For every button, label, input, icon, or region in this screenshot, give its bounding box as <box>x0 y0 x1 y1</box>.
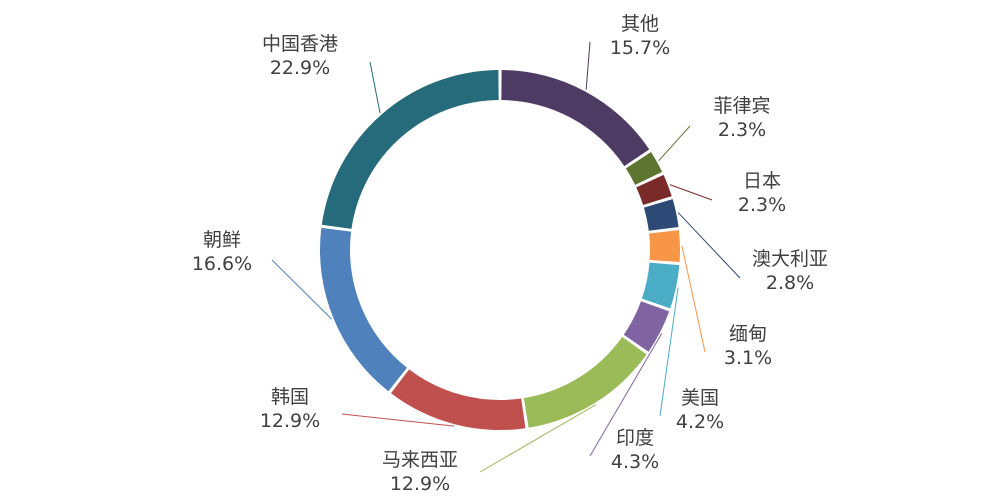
slice-label-name-6: 印度 <box>616 427 654 449</box>
slice-label-name-1: 菲律宾 <box>713 95 770 117</box>
slice-label-name-5: 美国 <box>681 387 719 409</box>
slice-label-value-1: 2.3% <box>718 119 766 141</box>
slice-label-name-0: 其他 <box>621 13 659 35</box>
slice-9 <box>320 227 408 392</box>
slice-label-value-7: 12.9% <box>390 473 450 495</box>
leader-line-7 <box>479 404 597 473</box>
slice-6 <box>623 301 670 352</box>
slice-label-value-0: 15.7% <box>610 37 670 59</box>
slice-label-name-9: 朝鲜 <box>203 229 241 251</box>
leader-line-8 <box>341 413 455 427</box>
slice-label-name-2: 日本 <box>743 170 781 192</box>
slice-label-value-8: 12.9% <box>260 410 320 432</box>
slice-7 <box>523 336 647 428</box>
slice-label-value-5: 4.2% <box>676 411 724 433</box>
leader-line-3 <box>677 212 741 279</box>
leader-line-9 <box>271 259 332 320</box>
leader-line-6 <box>589 332 663 457</box>
slice-3 <box>643 199 679 231</box>
leader-lines-group <box>271 41 741 473</box>
slice-label-value-3: 2.8% <box>766 272 814 294</box>
slice-0 <box>501 70 650 167</box>
slice-label-value-2: 2.3% <box>738 194 786 216</box>
slice-4 <box>649 230 680 262</box>
slice-2 <box>636 174 672 206</box>
leader-line-5 <box>659 287 679 417</box>
slice-5 <box>641 262 680 309</box>
leader-line-10 <box>369 61 381 114</box>
slice-label-name-4: 缅甸 <box>729 323 767 345</box>
slices-group <box>320 70 680 430</box>
slice-1 <box>625 152 663 185</box>
leader-line-2 <box>669 184 713 201</box>
leader-line-4 <box>681 245 706 353</box>
slice-label-name-3: 澳大利亚 <box>752 248 828 270</box>
leader-line-1 <box>658 125 691 162</box>
labels-group: 其他15.7%菲律宾2.3%日本2.3%澳大利亚2.8%缅甸3.1%美国4.2%… <box>192 13 828 495</box>
slice-label-value-6: 4.3% <box>611 451 659 473</box>
slice-8 <box>390 369 526 430</box>
leader-line-0 <box>585 41 591 90</box>
slice-label-value-9: 16.6% <box>192 253 252 275</box>
slice-label-name-8: 韩国 <box>271 386 309 408</box>
slice-label-value-10: 22.9% <box>270 57 330 79</box>
slice-10 <box>321 70 499 229</box>
slice-label-name-7: 马来西亚 <box>382 449 458 471</box>
slice-label-value-4: 3.1% <box>724 347 772 369</box>
slice-label-name-10: 中国香港 <box>262 33 338 55</box>
